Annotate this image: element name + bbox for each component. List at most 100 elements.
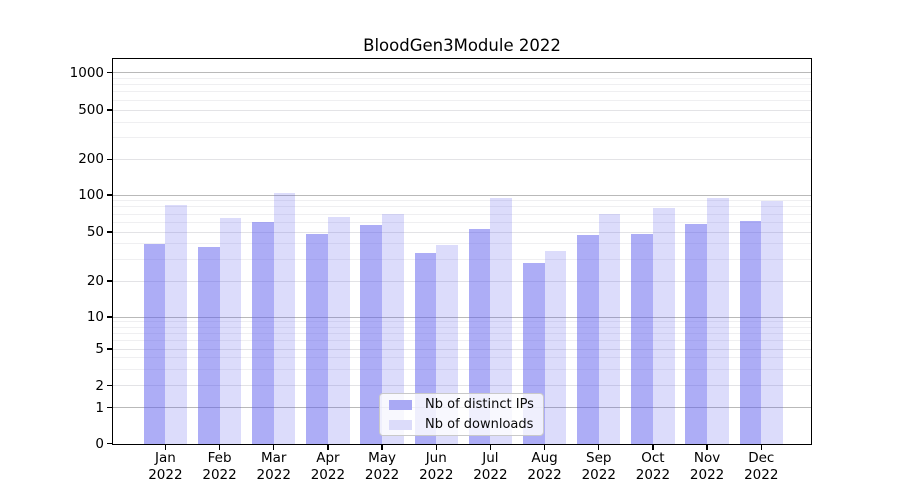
gridline-8 <box>113 326 811 328</box>
xtick-mark-may <box>381 444 383 450</box>
xtick-year-mar: 2022 <box>256 466 291 483</box>
ytick-label-5: 5 <box>95 341 104 357</box>
bar-downloads-jan <box>165 204 188 444</box>
bar-downloads-sep <box>598 214 621 444</box>
gridline-100 <box>113 194 811 196</box>
ytick-label-500: 500 <box>78 102 104 118</box>
gridline-900 <box>113 77 811 79</box>
xtick-month-oct: Oct <box>641 450 665 466</box>
bar-downloads-feb <box>219 218 242 444</box>
bar-ips-jul <box>468 228 491 444</box>
xtick-label-jan: Jan 2022 <box>123 450 207 483</box>
xtick-year-jun: 2022 <box>419 466 454 483</box>
legend-label-downloads: Nb of downloads <box>425 417 534 432</box>
bar-downloads-aug <box>544 251 567 444</box>
bar-ips-dec <box>739 221 762 444</box>
ytick-mark-20 <box>106 280 112 282</box>
xtick-month-may: May <box>368 450 397 466</box>
bar-downloads-mar <box>273 192 296 444</box>
xtick-label-feb: Feb 2022 <box>178 450 262 483</box>
ytick-label-1: 1 <box>95 399 104 416</box>
bar-downloads-nov <box>707 198 729 444</box>
bar-ips-jan <box>143 243 166 444</box>
bar-ips-nov <box>685 224 708 444</box>
xtick-label-nov: Nov 2022 <box>665 450 749 483</box>
ytick-mark-50 <box>106 231 112 233</box>
xtick-month-jun: Jun <box>425 450 447 466</box>
bar-downloads-jul <box>490 198 513 444</box>
xtick-mark-nov <box>706 444 708 450</box>
gridline-200 <box>113 158 811 160</box>
xtick-label-dec: Dec 2022 <box>719 450 803 483</box>
ytick-label-10: 10 <box>86 309 104 325</box>
ytick-label-50: 50 <box>86 224 104 240</box>
xtick-label-may: May 2022 <box>340 450 424 483</box>
gridline-500 <box>113 109 811 111</box>
plot-area: Nb of distinct IPs Nb of downloads <box>113 59 811 444</box>
gridline-30 <box>113 258 811 260</box>
xtick-mark-apr <box>327 444 329 450</box>
gridline-5 <box>113 348 811 350</box>
xtick-year-nov: 2022 <box>689 466 725 483</box>
xtick-label-oct: Oct 2022 <box>611 450 695 483</box>
xtick-month-jan: Jan <box>154 450 176 466</box>
legend-box: Nb of distinct IPs Nb of downloads <box>379 393 544 436</box>
gridline-600 <box>113 99 811 101</box>
xtick-year-dec: 2022 <box>744 466 779 483</box>
xtick-mark-jun <box>435 444 437 450</box>
gridline-800 <box>113 84 811 86</box>
gridline-60 <box>113 221 811 223</box>
xtick-label-mar: Mar 2022 <box>232 450 316 483</box>
xtick-year-may: 2022 <box>364 466 400 483</box>
bar-ips-may <box>360 225 383 444</box>
gridline-10 <box>113 316 811 318</box>
xtick-month-nov: Nov <box>693 450 721 466</box>
gridline-3 <box>113 368 811 370</box>
bar-ips-sep <box>577 235 599 444</box>
legend-item-downloads: Nb of downloads <box>389 416 543 433</box>
bar-ips-feb <box>197 246 220 444</box>
ytick-mark-500 <box>106 109 112 111</box>
gridline-1000 <box>113 72 811 73</box>
ytick-mark-100 <box>106 194 112 196</box>
bar-downloads-oct <box>652 207 675 444</box>
ytick-label-100: 100 <box>78 187 104 203</box>
xtick-label-jun: Jun 2022 <box>394 450 478 483</box>
xtick-year-feb: 2022 <box>202 466 237 483</box>
xtick-month-dec: Dec <box>748 450 775 466</box>
ytick-label-200: 200 <box>78 151 104 168</box>
ytick-label-2: 2 <box>95 377 104 394</box>
legend-item-distinct-ips: Nb of distinct IPs <box>389 396 543 413</box>
gridline-40 <box>113 243 811 245</box>
xtick-month-sep: Sep <box>586 450 612 466</box>
legend-label-distinct-ips: Nb of distinct IPs <box>425 397 534 412</box>
xtick-year-jul: 2022 <box>473 466 508 483</box>
legend-swatch-ips-icon <box>389 399 412 410</box>
gridline-700 <box>113 91 811 93</box>
bar-ips-apr <box>306 234 328 444</box>
gridline-50 <box>113 231 811 233</box>
gridline-7 <box>113 332 811 334</box>
xtick-mark-jul <box>489 444 492 450</box>
xtick-label-aug: Aug 2022 <box>503 450 587 483</box>
xtick-label-apr: Apr 2022 <box>286 450 370 483</box>
bar-downloads-apr <box>327 217 350 444</box>
gridline-6 <box>113 340 811 342</box>
ytick-label-20: 20 <box>86 273 104 289</box>
bar-downloads-dec <box>761 200 783 444</box>
axis-spine-top <box>111 57 813 59</box>
gridline-20 <box>113 280 811 282</box>
xtick-month-apr: Apr <box>316 450 340 466</box>
ytick-mark-2 <box>106 384 112 387</box>
legend-swatch-downloads-icon <box>389 419 412 430</box>
gridline-300 <box>113 136 811 138</box>
xtick-mark-oct <box>652 444 654 450</box>
xtick-mark-mar <box>273 444 275 450</box>
axis-spine-right <box>811 59 813 445</box>
xtick-mark-aug <box>543 444 546 450</box>
bar-ips-mar <box>252 222 274 444</box>
gridline-4 <box>113 357 811 359</box>
xtick-month-aug: Aug <box>531 450 558 466</box>
xtick-year-apr: 2022 <box>310 466 346 483</box>
